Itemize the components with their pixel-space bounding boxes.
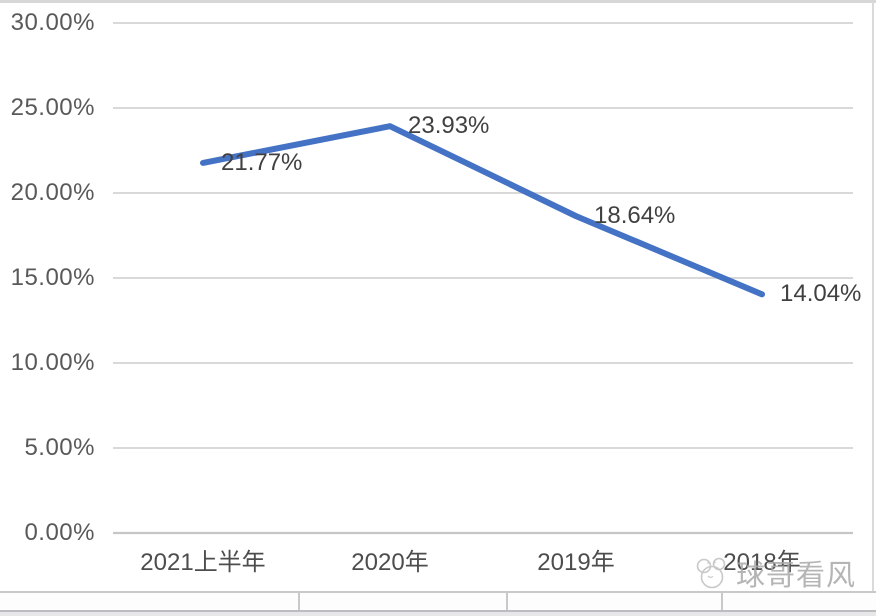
table-cell-divider [721,593,723,610]
data-label: 23.93% [408,112,490,140]
table-row [0,593,876,610]
data-label: 14.04% [780,280,862,308]
data-label: 21.77% [221,148,303,176]
x-axis-label: 2019年 [537,549,615,576]
top-border [0,0,876,3]
y-axis-tick-label: 30.00% [10,9,95,36]
x-axis-label: 2020年 [351,549,429,576]
y-axis-tick-label: 5.00% [24,434,95,461]
table-cell-divider [298,593,300,610]
watermark-text: 球哥看风 [736,560,857,592]
panda-face-icon [696,557,726,589]
x-axis-label: 2021上半年 [140,549,266,576]
table-bottom-border [0,610,876,612]
data-line-series [200,123,765,298]
data-label: 18.64% [594,202,676,230]
y-axis-tick-label: 15.00% [10,264,95,291]
x-axis-label: 2018年 [723,549,801,576]
y-axis-tick-label: 0.00% [24,519,95,546]
y-axis-tick-label: 25.00% [10,94,95,121]
y-axis-tick-label: 20.00% [10,179,95,206]
right-border [872,2,874,592]
y-axis-tick-label: 10.00% [10,349,95,376]
bottom-strip [0,612,876,616]
table-cell-divider [506,593,508,610]
table-top-border [0,591,876,593]
watermark: 球哥看风 [692,552,856,594]
